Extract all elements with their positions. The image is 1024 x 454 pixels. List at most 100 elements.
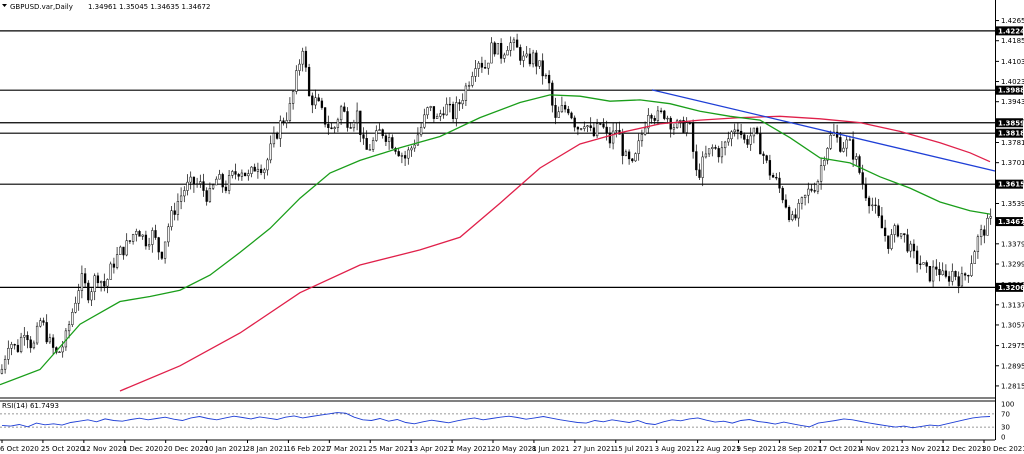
candle-bull [848, 139, 852, 141]
candle-bear [397, 151, 400, 157]
candle-bull [467, 85, 471, 87]
time-tick-label: 12 Nov 2020 [82, 445, 127, 453]
candle-bull [899, 233, 903, 237]
candle-bull [823, 159, 826, 166]
candle-bull [845, 139, 848, 149]
time-tick-label: 22 Aug 2021 [696, 445, 741, 453]
price-tick-label: 1.40230 [1001, 78, 1024, 86]
price-tick-label: 1.30570 [1001, 321, 1024, 329]
candle-bear [144, 234, 148, 247]
candle-bull [250, 166, 253, 174]
candle-bear [739, 130, 743, 135]
candle-bull [256, 168, 260, 172]
candle-bull [93, 275, 96, 292]
candle-bear [659, 110, 663, 112]
candle-bull [909, 243, 912, 252]
candle-bear [192, 176, 196, 185]
candle-bull [35, 325, 39, 344]
candle-bull [58, 351, 61, 353]
candle-bull [560, 105, 564, 113]
time-tick-label: 20 Dec 2020 [164, 445, 209, 453]
candle-bear [794, 214, 797, 219]
candle-bull [218, 174, 221, 180]
level-price-label: 1.36157 [998, 181, 1024, 189]
candle-bull [922, 262, 925, 265]
chevron-down-icon[interactable] [2, 4, 7, 7]
candle-bull [496, 43, 500, 55]
candle-bull [826, 148, 829, 161]
candle-bear [480, 62, 484, 68]
candle-bull [586, 125, 589, 128]
candle-bear [234, 171, 237, 175]
candle-bear [691, 122, 695, 152]
candle-bear [563, 105, 567, 110]
candle-bear [605, 126, 608, 134]
candle-bear [695, 151, 698, 171]
candle-bear [915, 250, 919, 265]
time-tick-label: 7 Mar 2021 [327, 445, 367, 453]
price-tick-label: 1.41850 [1001, 37, 1024, 45]
candle-bull [679, 120, 682, 122]
candle-bear [432, 106, 436, 119]
candle-bear [925, 262, 928, 267]
candle-bull [413, 144, 416, 149]
candle-bear [682, 120, 685, 133]
candle-bull [419, 126, 423, 136]
candle-bull [295, 70, 298, 92]
candle-bull [39, 320, 42, 327]
candle-bear [736, 129, 740, 132]
candle-bear [957, 276, 960, 287]
candle-bear [880, 215, 884, 229]
rsi-tick-label: 70 [1001, 410, 1010, 418]
candle-bull [538, 60, 541, 67]
candle-bear [775, 177, 778, 179]
candle-bull [890, 234, 893, 249]
price-tick-label: 1.41030 [1001, 58, 1024, 66]
candle-bear [714, 147, 717, 149]
candle-bear [96, 275, 100, 284]
trendline[interactable] [651, 89, 996, 172]
candle-bull [368, 149, 372, 151]
candle-bull [279, 120, 282, 139]
time-tick-label: 17 Oct 2021 [818, 445, 861, 453]
candle-bull [195, 183, 199, 185]
candle-bull [247, 173, 250, 177]
candle-bull [266, 159, 269, 171]
price-tick-label: 1.31370 [1001, 301, 1024, 309]
candle-bear [384, 135, 388, 142]
candle-bull [647, 115, 650, 129]
candle-bull [752, 127, 756, 137]
candle-bull [791, 214, 794, 221]
candle-bull [301, 50, 304, 65]
candle-bull [426, 107, 429, 116]
candle-bear [947, 276, 951, 282]
time-tick-label: 15 Jul 2021 [614, 445, 654, 453]
level-price-label: 1.32062 [998, 284, 1024, 292]
price-candles [0, 33, 992, 375]
candle-bull [61, 346, 64, 353]
candle-bear [762, 153, 765, 156]
candle-bear [765, 155, 768, 161]
candle-bull [471, 76, 474, 86]
candle-bear [906, 234, 909, 252]
candle-bull [74, 302, 77, 313]
rsi-title: RSI(14) 61.7493 [2, 402, 59, 410]
candle-bear [330, 127, 333, 130]
candle-bear [458, 102, 461, 105]
candle-bull [240, 172, 244, 177]
candle-bear [13, 344, 16, 346]
time-tick-label: 3 Aug 2021 [655, 445, 695, 453]
candle-bear [935, 266, 938, 270]
candle-bull [807, 188, 810, 196]
candle-bull [951, 271, 954, 282]
candle-bull [490, 42, 493, 64]
horizontal-levels [0, 30, 995, 288]
candle-bear [442, 113, 445, 116]
candle-bull [109, 263, 112, 280]
rsi-guide-levels [0, 413, 995, 428]
candle-bull [474, 68, 477, 77]
price-tick-label: 1.32990 [1001, 260, 1024, 268]
